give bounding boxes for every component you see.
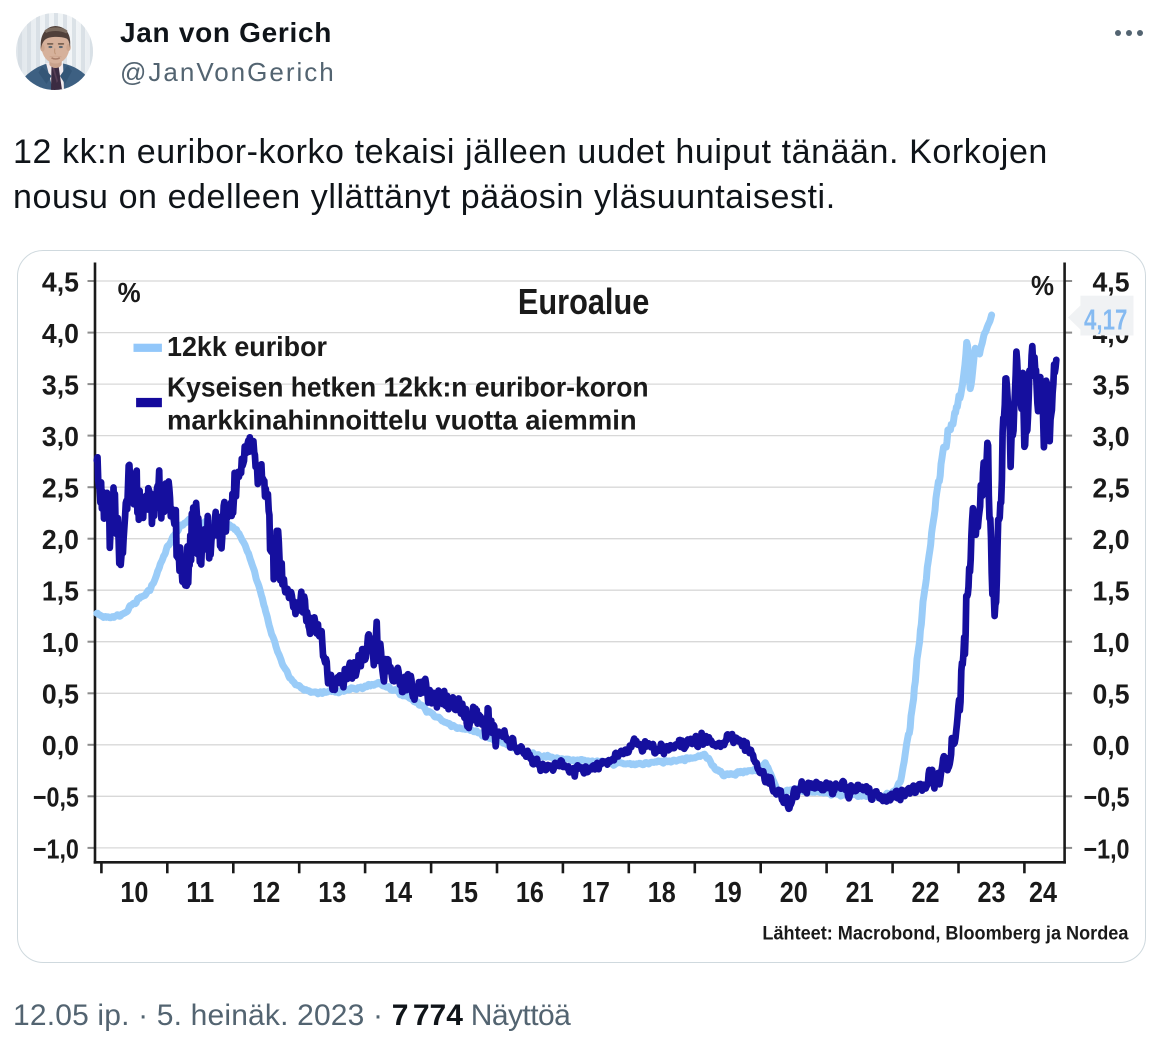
svg-text:−0,5: −0,5: [32, 782, 78, 813]
svg-text:22: 22: [911, 877, 939, 909]
svg-text:3,0: 3,0: [1092, 421, 1129, 452]
svg-text:20: 20: [779, 877, 807, 909]
svg-text:11: 11: [186, 877, 214, 909]
svg-text:24: 24: [1029, 877, 1057, 909]
svg-text:3,0: 3,0: [41, 421, 78, 452]
svg-text:13: 13: [318, 877, 346, 909]
svg-text:15: 15: [450, 877, 478, 909]
svg-text:%: %: [1031, 270, 1054, 301]
svg-text:10: 10: [120, 877, 148, 909]
svg-text:−1,0: −1,0: [1083, 833, 1129, 864]
svg-text:2,0: 2,0: [41, 524, 78, 555]
svg-text:markkinahinnoittelu vuotta aie: markkinahinnoittelu vuotta aiemmin: [167, 404, 637, 435]
svg-text:2,5: 2,5: [41, 473, 78, 504]
svg-text:4,0: 4,0: [41, 318, 78, 349]
svg-text:4,5: 4,5: [41, 266, 78, 297]
svg-text:0,0: 0,0: [1092, 730, 1129, 761]
svg-text:−1,0: −1,0: [32, 833, 78, 864]
svg-text:1,5: 1,5: [41, 576, 78, 607]
svg-text:Kyseisen hetken 12kk:n euribor: Kyseisen hetken 12kk:n euribor-koron: [167, 371, 649, 402]
svg-text:Euroalue: Euroalue: [517, 281, 649, 322]
svg-text:1,0: 1,0: [1092, 627, 1129, 658]
svg-text:12kk euribor: 12kk euribor: [167, 331, 327, 362]
svg-text:2,5: 2,5: [1092, 473, 1129, 504]
svg-text:23: 23: [977, 877, 1005, 909]
svg-text:−0,5: −0,5: [1083, 782, 1129, 813]
svg-text:0,5: 0,5: [41, 679, 78, 710]
svg-text:4,5: 4,5: [1092, 266, 1129, 297]
svg-text:18: 18: [647, 877, 675, 909]
svg-text:0,5: 0,5: [1092, 679, 1129, 710]
svg-text:21: 21: [845, 877, 873, 909]
svg-text:14: 14: [384, 877, 412, 909]
svg-text:1,5: 1,5: [1092, 576, 1129, 607]
svg-text:1,0: 1,0: [41, 627, 78, 658]
svg-text:12: 12: [252, 877, 280, 909]
svg-text:19: 19: [713, 877, 741, 909]
svg-text:17: 17: [581, 877, 609, 909]
svg-text:0,0: 0,0: [41, 730, 78, 761]
svg-text:Lähteet: Macrobond, Bloomberg: Lähteet: Macrobond, Bloomberg ja Nordea: [762, 922, 1128, 944]
svg-text:%: %: [117, 277, 140, 308]
svg-text:3,5: 3,5: [1092, 370, 1129, 401]
svg-text:2,0: 2,0: [1092, 524, 1129, 555]
svg-text:3,5: 3,5: [41, 370, 78, 401]
svg-text:16: 16: [515, 877, 543, 909]
svg-text:4,17: 4,17: [1084, 305, 1127, 337]
